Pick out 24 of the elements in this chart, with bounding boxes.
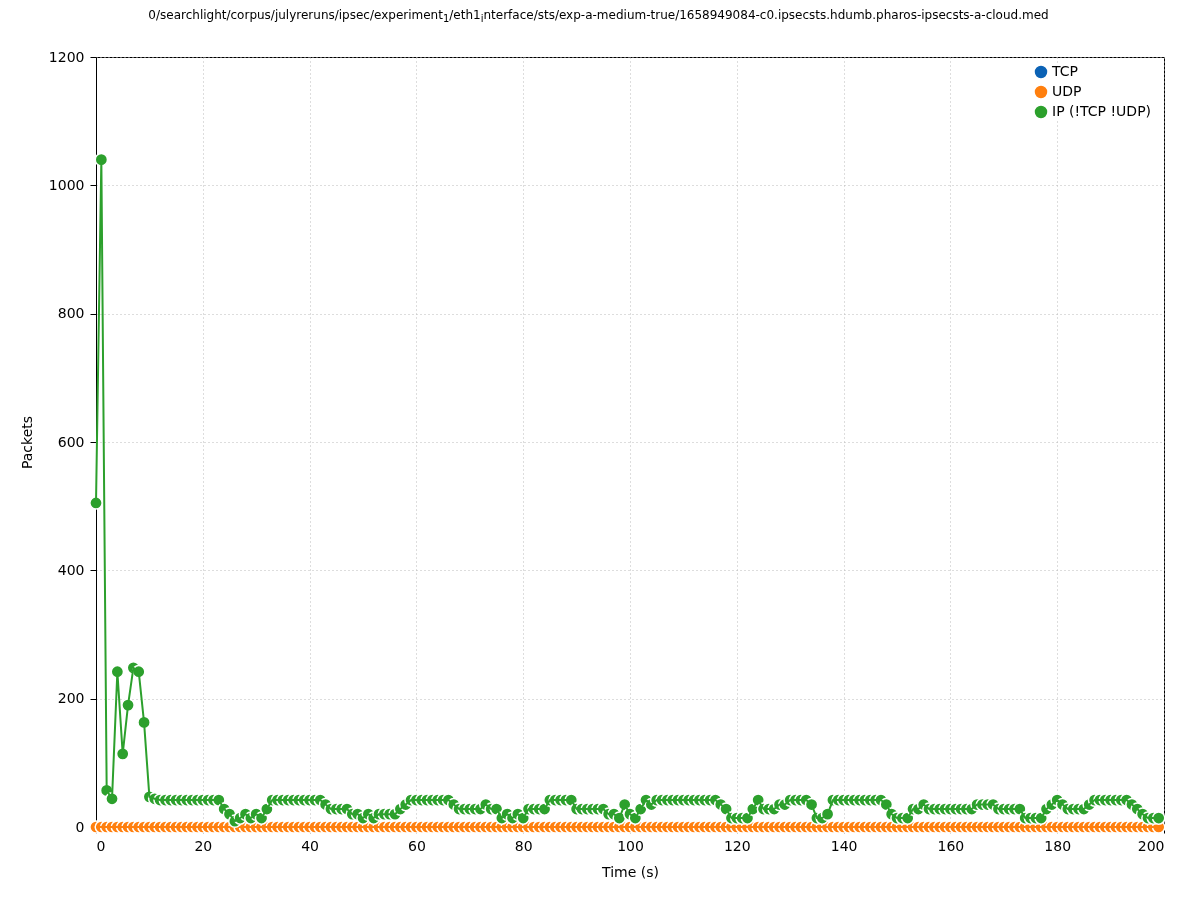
x-tick-label: 180	[1044, 837, 1072, 854]
x-tick-label: 40	[301, 837, 320, 854]
x-tick-label: 20	[194, 837, 213, 854]
x-tick-label: 160	[937, 837, 965, 854]
y-tick-label: 1000	[48, 176, 85, 193]
y-tick-label: 0	[75, 818, 85, 835]
x-tick-label: 80	[514, 837, 533, 854]
y-tick-label: 400	[57, 561, 85, 578]
x-tick-label: 120	[723, 837, 751, 854]
x-tick-label: 60	[407, 837, 426, 854]
legend-label: TCP	[1051, 63, 1078, 79]
y-tick-label: 600	[57, 433, 85, 450]
x-tick-label: 200	[1137, 837, 1165, 854]
x-tick-label: 140	[830, 837, 858, 854]
legend-label: IP (!TCP !UDP)	[1052, 103, 1152, 119]
y-axis-title: Packets	[18, 415, 35, 470]
y-tick-label: 200	[57, 690, 85, 707]
y-tick-label: 1200	[48, 48, 85, 65]
chart-title: 0/searchlight/corpus/julyreruns/ipsec/experiment$_{1}$/eth1$_{i}$nterface/sts/exp-a-medium-true/1658949084-c0.ipsecsts.hdumb.pharos-ipsecsts-a-cloud.med	[147, 7, 1050, 27]
x-axis-title: Time (s)	[601, 863, 659, 880]
x-tick-label: 0	[96, 837, 106, 854]
y-tick-label: 800	[57, 305, 85, 322]
x-tick-label: 100	[617, 837, 644, 854]
legend-label: UDP	[1052, 83, 1082, 99]
